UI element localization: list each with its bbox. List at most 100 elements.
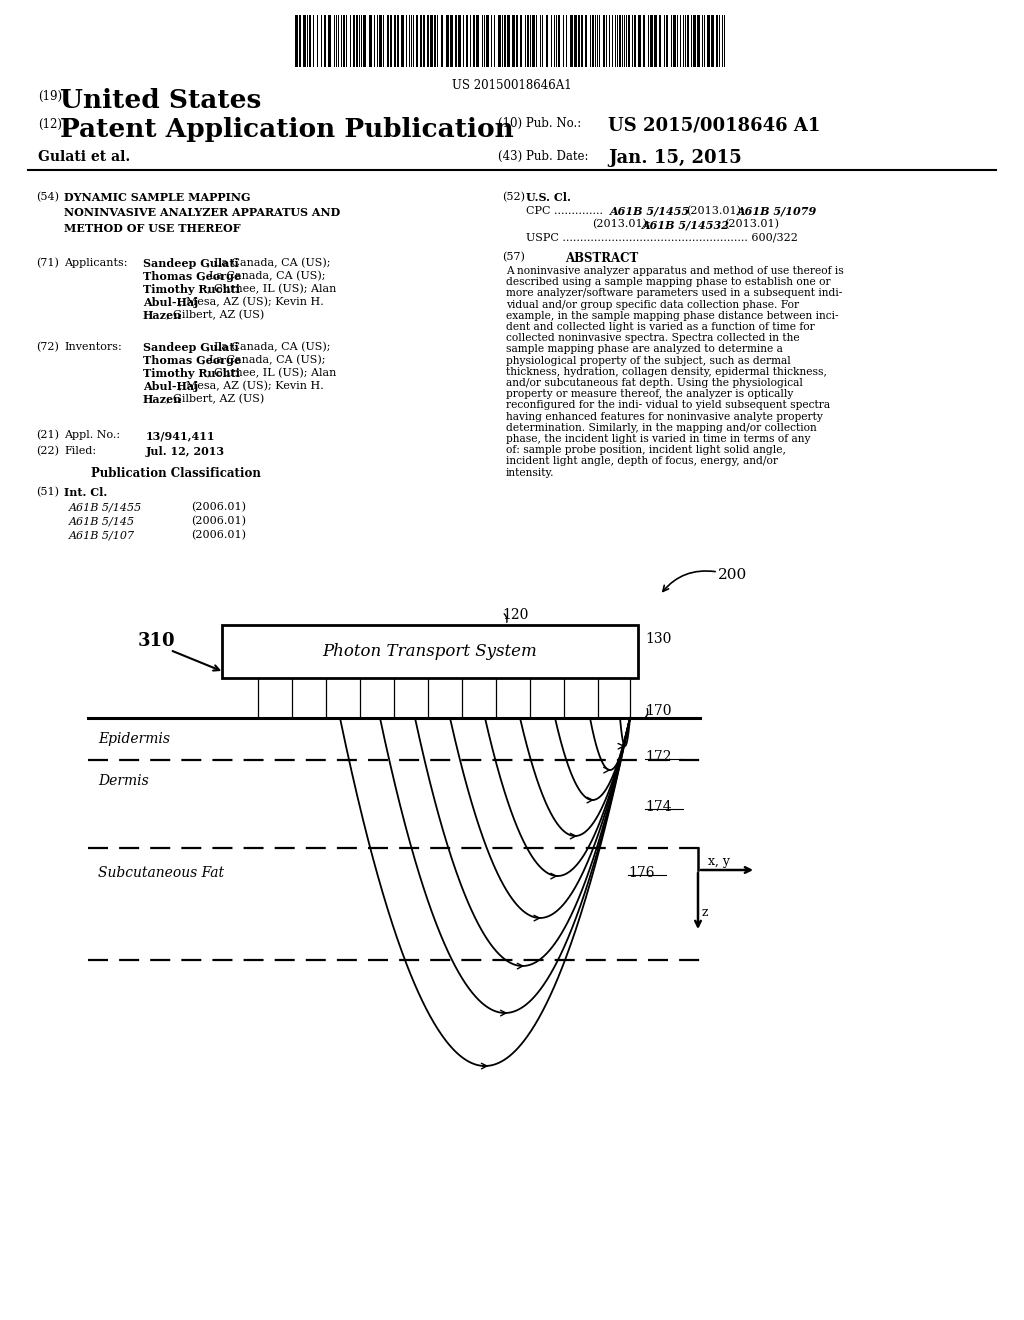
Text: described using a sample mapping phase to establish one or: described using a sample mapping phase t… xyxy=(506,277,830,288)
Bar xyxy=(520,15,522,67)
Bar xyxy=(328,15,331,67)
Text: US 20150018646A1: US 20150018646A1 xyxy=(453,79,571,92)
Text: incident light angle, depth of focus, energy, and/or: incident light angle, depth of focus, en… xyxy=(506,457,778,466)
Bar xyxy=(384,15,387,67)
Bar xyxy=(532,15,535,67)
Text: Gulati et al.: Gulati et al. xyxy=(38,150,130,164)
Text: property or measure thereof, the analyzer is optically: property or measure thereof, the analyze… xyxy=(506,389,794,399)
Bar xyxy=(427,15,429,67)
Bar xyxy=(372,15,374,67)
Text: Timothy Ruchti: Timothy Ruchti xyxy=(143,368,240,379)
Text: Epidermis: Epidermis xyxy=(98,733,170,746)
Bar xyxy=(399,15,401,67)
Bar xyxy=(716,15,718,67)
Text: , Mesa, AZ (US); Kevin H.: , Mesa, AZ (US); Kevin H. xyxy=(179,297,325,308)
Bar xyxy=(366,15,369,67)
Bar xyxy=(537,15,540,67)
Text: U.S. Cl.: U.S. Cl. xyxy=(526,191,570,203)
Bar xyxy=(693,15,696,67)
Bar xyxy=(634,15,636,67)
Bar xyxy=(636,15,638,67)
Text: Jan. 15, 2015: Jan. 15, 2015 xyxy=(608,149,741,168)
Text: more analyzer/software parameters used in a subsequent indi-: more analyzer/software parameters used i… xyxy=(506,288,843,298)
Bar xyxy=(548,15,551,67)
Text: 130: 130 xyxy=(645,632,672,645)
Bar xyxy=(418,15,420,67)
Text: and/or subcutaneous fat depth. Using the physiological: and/or subcutaneous fat depth. Using the… xyxy=(506,378,803,388)
Text: (19): (19) xyxy=(38,90,62,103)
Text: A61B 5/1079: A61B 5/1079 xyxy=(737,206,817,216)
Text: phase, the incident light is varied in time in terms of any: phase, the incident light is varied in t… xyxy=(506,434,811,444)
Text: (10) Pub. No.:: (10) Pub. No.: xyxy=(498,117,582,129)
Text: United States: United States xyxy=(60,88,261,114)
Text: (21): (21) xyxy=(36,430,59,441)
Text: Subcutaneous Fat: Subcutaneous Fat xyxy=(98,866,224,880)
Bar xyxy=(600,15,603,67)
Bar xyxy=(630,15,632,67)
Bar xyxy=(326,15,328,67)
Text: , La Canada, CA (US);: , La Canada, CA (US); xyxy=(207,342,330,352)
Text: 174: 174 xyxy=(645,800,672,814)
Bar xyxy=(299,15,301,67)
Text: vidual and/or group specific data collection phase. For: vidual and/or group specific data collec… xyxy=(506,300,799,310)
Text: Hazen: Hazen xyxy=(143,393,182,405)
Text: , La Canada, CA (US);: , La Canada, CA (US); xyxy=(202,355,326,366)
Bar xyxy=(610,15,612,67)
Bar xyxy=(654,15,657,67)
Text: having enhanced features for noninvasive analyte property: having enhanced features for noninvasive… xyxy=(506,412,823,421)
Bar xyxy=(645,15,648,67)
Text: CPC ..............: CPC .............. xyxy=(526,206,603,216)
Bar xyxy=(324,15,326,67)
Bar xyxy=(446,15,449,67)
Text: (2013.01): (2013.01) xyxy=(724,219,779,230)
Bar xyxy=(468,15,470,67)
Text: A61B 5/1455: A61B 5/1455 xyxy=(610,206,690,216)
Bar xyxy=(560,15,563,67)
Bar xyxy=(486,15,489,67)
Text: USPC ..................................................... 600/322: USPC ...................................… xyxy=(526,232,798,242)
Bar xyxy=(581,15,583,67)
Bar xyxy=(527,15,529,67)
Bar xyxy=(657,15,659,67)
Text: Appl. No.:: Appl. No.: xyxy=(63,430,120,440)
Bar xyxy=(638,15,641,67)
Bar xyxy=(666,15,668,67)
Text: 176: 176 xyxy=(628,866,654,880)
Bar xyxy=(659,15,662,67)
Text: (57): (57) xyxy=(502,252,525,263)
Text: example, in the sample mapping phase distance between inci-: example, in the sample mapping phase dis… xyxy=(506,310,839,321)
Text: DYNAMIC SAMPLE MAPPING
NONINVASIVE ANALYZER APPARATUS AND
METHOD OF USE THEREOF: DYNAMIC SAMPLE MAPPING NONINVASIVE ANALY… xyxy=(63,191,340,234)
Bar xyxy=(404,15,406,67)
Text: (12): (12) xyxy=(38,117,62,131)
Text: Timothy Ruchti: Timothy Ruchti xyxy=(143,284,240,294)
Bar xyxy=(311,15,313,67)
Text: , Gilbert, AZ (US): , Gilbert, AZ (US) xyxy=(166,310,264,321)
Bar xyxy=(507,15,510,67)
Bar xyxy=(473,15,475,67)
Text: US 2015/0018646 A1: US 2015/0018646 A1 xyxy=(608,116,820,135)
Bar xyxy=(443,15,446,67)
Bar xyxy=(668,15,671,67)
Bar xyxy=(707,15,710,67)
Bar xyxy=(574,15,577,67)
Bar xyxy=(583,15,585,67)
Text: A61B 5/107: A61B 5/107 xyxy=(69,531,135,540)
Bar xyxy=(353,15,355,67)
Text: of: sample probe position, incident light solid angle,: of: sample probe position, incident ligh… xyxy=(506,445,785,455)
Bar xyxy=(720,15,722,67)
Bar xyxy=(471,15,473,67)
Bar xyxy=(592,15,594,67)
Bar xyxy=(331,15,334,67)
Bar xyxy=(394,15,396,67)
Bar xyxy=(397,15,399,67)
Text: (54): (54) xyxy=(36,191,59,202)
Bar xyxy=(495,15,498,67)
Bar xyxy=(416,15,418,67)
Text: (72): (72) xyxy=(36,342,58,352)
Bar xyxy=(613,15,615,67)
Bar xyxy=(379,15,382,67)
Bar xyxy=(414,15,416,67)
Text: Sandeep Gulati: Sandeep Gulati xyxy=(143,257,239,269)
Bar xyxy=(489,15,490,67)
Text: Int. Cl.: Int. Cl. xyxy=(63,487,108,498)
